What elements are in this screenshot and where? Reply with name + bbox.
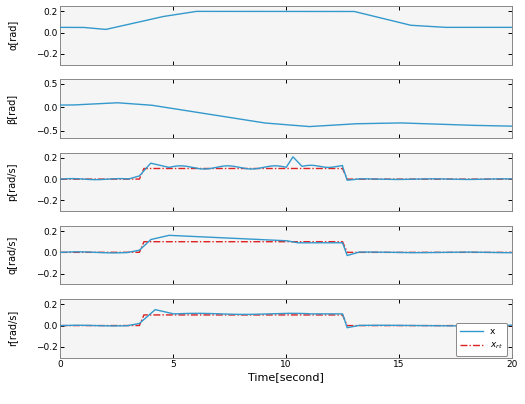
Y-axis label: q[rad/s]: q[rad/s] bbox=[7, 236, 17, 274]
Legend: x, $x_{rt}$: x, $x_{rt}$ bbox=[456, 323, 507, 356]
Y-axis label: r[rad/s]: r[rad/s] bbox=[7, 310, 17, 346]
Y-axis label: p[rad/s]: p[rad/s] bbox=[7, 162, 17, 201]
X-axis label: Time[second]: Time[second] bbox=[248, 372, 324, 382]
Y-axis label: α[rad]: α[rad] bbox=[7, 20, 17, 50]
Y-axis label: β[rad]: β[rad] bbox=[7, 93, 17, 124]
